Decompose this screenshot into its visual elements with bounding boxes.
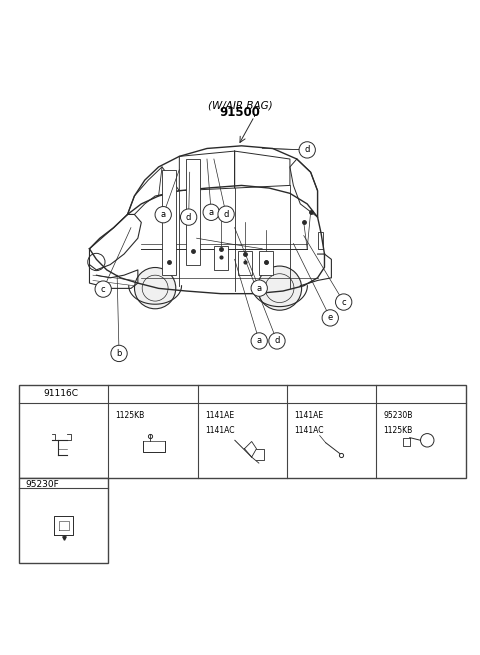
Text: e: e bbox=[384, 390, 388, 398]
Text: a: a bbox=[257, 284, 262, 293]
Text: 91500: 91500 bbox=[219, 106, 261, 119]
Text: 91116C: 91116C bbox=[43, 390, 78, 398]
Circle shape bbox=[257, 266, 301, 310]
Text: c: c bbox=[341, 297, 346, 307]
Text: 1141AE: 1141AE bbox=[294, 411, 324, 421]
Circle shape bbox=[201, 388, 214, 400]
Circle shape bbox=[218, 206, 234, 223]
Circle shape bbox=[269, 333, 285, 349]
Text: 95230F: 95230F bbox=[25, 480, 59, 489]
Bar bbox=[19, 477, 108, 563]
Bar bbox=[19, 385, 466, 477]
Text: a: a bbox=[209, 208, 214, 217]
Text: d: d bbox=[304, 145, 310, 155]
Circle shape bbox=[336, 294, 352, 310]
Circle shape bbox=[111, 345, 127, 362]
Text: a: a bbox=[257, 337, 262, 345]
Circle shape bbox=[251, 280, 267, 296]
Text: 1141AC: 1141AC bbox=[205, 426, 234, 435]
Text: d: d bbox=[274, 337, 280, 345]
Text: d: d bbox=[294, 390, 300, 398]
Circle shape bbox=[420, 434, 434, 447]
Bar bbox=[259, 251, 273, 275]
Text: (W/AIR BAG): (W/AIR BAG) bbox=[208, 101, 272, 111]
Circle shape bbox=[112, 388, 124, 400]
Circle shape bbox=[290, 388, 303, 400]
Circle shape bbox=[23, 388, 35, 400]
Text: d: d bbox=[186, 213, 192, 221]
Text: e: e bbox=[328, 313, 333, 322]
Bar bbox=[238, 251, 252, 275]
Circle shape bbox=[95, 281, 111, 297]
Text: c: c bbox=[205, 390, 210, 398]
Text: 1141AE: 1141AE bbox=[205, 411, 234, 421]
Bar bbox=[214, 246, 228, 270]
Text: c: c bbox=[101, 285, 106, 293]
Circle shape bbox=[155, 206, 171, 223]
Circle shape bbox=[180, 209, 197, 225]
Text: 95230B: 95230B bbox=[384, 411, 413, 421]
Text: b: b bbox=[115, 390, 121, 398]
Text: 1125KB: 1125KB bbox=[116, 411, 145, 421]
Text: 1125KB: 1125KB bbox=[384, 426, 413, 435]
Text: b: b bbox=[116, 349, 122, 358]
Text: 1141AC: 1141AC bbox=[294, 426, 324, 435]
Circle shape bbox=[299, 141, 315, 158]
Text: a: a bbox=[26, 390, 31, 398]
Bar bbox=[186, 159, 200, 265]
Text: a: a bbox=[161, 210, 166, 219]
Text: d: d bbox=[223, 210, 229, 219]
Circle shape bbox=[134, 267, 176, 309]
Circle shape bbox=[322, 310, 338, 326]
Circle shape bbox=[203, 204, 219, 221]
Bar bbox=[162, 170, 176, 275]
Bar bbox=[318, 232, 324, 249]
Circle shape bbox=[251, 333, 267, 349]
Circle shape bbox=[380, 388, 392, 400]
